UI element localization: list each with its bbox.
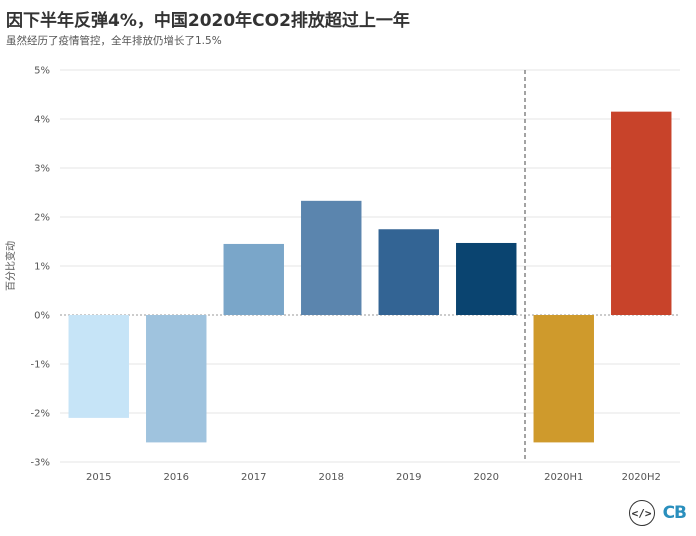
footer-icons: </> CB — [628, 500, 687, 526]
x-tick-label: 2020H2 — [622, 472, 661, 483]
y-tick-label: -2% — [31, 409, 50, 420]
y-tick-label: 3% — [34, 164, 50, 175]
y-tick-label: -3% — [31, 458, 50, 469]
bar-2016 — [146, 315, 207, 443]
carbon-brief-logo: CB — [662, 503, 687, 523]
x-tick-label: 2016 — [164, 472, 189, 483]
y-tick-label: 0% — [34, 311, 50, 322]
x-tick-label: 2019 — [396, 472, 421, 483]
bar-2018 — [301, 200, 362, 315]
bar-2020h1 — [533, 315, 594, 443]
bar-2019 — [378, 229, 439, 315]
bar-2017 — [223, 243, 284, 315]
bar-2020 — [456, 242, 517, 315]
x-tick-label: 2020H1 — [544, 472, 583, 483]
x-tick-label: 2015 — [86, 472, 111, 483]
chart-title: 因下半年反弹4%，中国2020年CO2排放超过上一年 — [6, 11, 410, 31]
y-tick-label: 1% — [34, 262, 50, 273]
y-tick-label: 5% — [34, 66, 50, 77]
chart-subtitle: 虽然经历了疫情管控，全年排放仍增长了1.5% — [6, 35, 222, 47]
bar-2020h2 — [611, 111, 672, 316]
y-axis-label: 百分比变动 — [4, 241, 17, 291]
y-tick-label: 2% — [34, 213, 50, 224]
x-tick-label: 2018 — [319, 472, 344, 483]
y-tick-label: -1% — [31, 360, 50, 371]
x-tick-label: 2020 — [474, 472, 499, 483]
bar-2015 — [68, 315, 129, 418]
x-tick-label: 2017 — [241, 472, 266, 483]
y-tick-label: 4% — [34, 115, 50, 126]
code-embed-icon[interactable]: </> — [628, 500, 655, 526]
